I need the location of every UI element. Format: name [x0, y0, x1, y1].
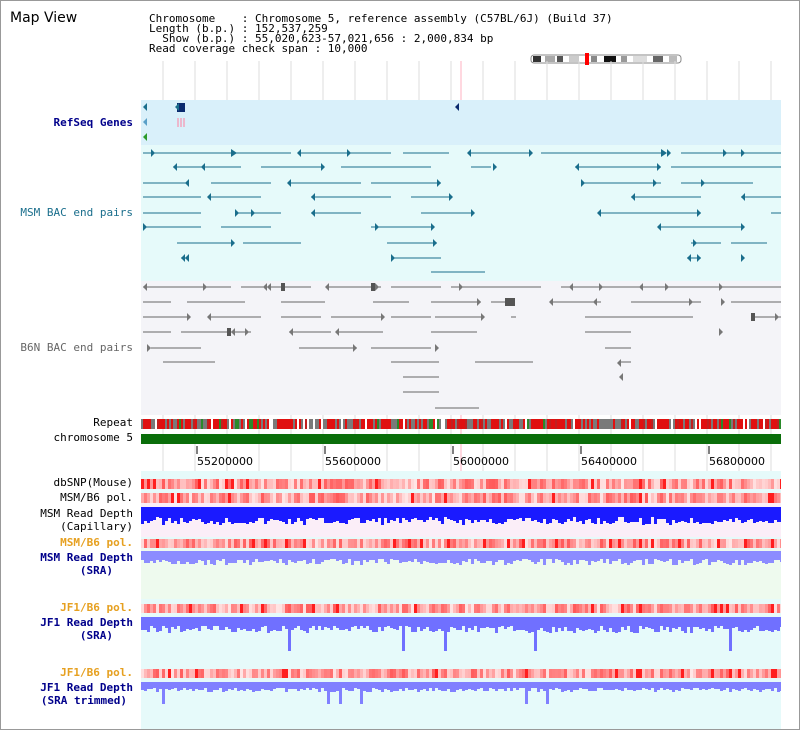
- jf1-b6-pol-track-2[interactable]: [141, 669, 781, 678]
- msm-depth-capillary-track[interactable]: [141, 507, 781, 525]
- msm-b6-pol-track-2[interactable]: [141, 539, 781, 548]
- jf1-b6-pol-strip-2: [141, 669, 781, 678]
- coverage-span-info: Read coverage check span : 10,000: [149, 42, 368, 55]
- jf1-depth-sra-track[interactable]: [141, 617, 781, 651]
- repeat-track[interactable]: [141, 419, 781, 429]
- label-jf1-b6-pol-2[interactable]: JF1/B6 pol.: [60, 666, 133, 679]
- chromosome-bar: [141, 434, 781, 444]
- label-msm-b6-pol-2[interactable]: MSM/B6 pol.: [60, 536, 133, 549]
- label-jf1-depth-sra-sub: (SRA): [79, 629, 113, 642]
- label-refseq-genes[interactable]: RefSeq Genes: [53, 116, 133, 129]
- msm-depth-sra-bars: [141, 551, 781, 565]
- label-msm-depth-capillary[interactable]: MSM Read Depth: [40, 507, 133, 520]
- msm-depth-sra-track[interactable]: [141, 551, 781, 565]
- msm-b6-pol-track[interactable]: [141, 493, 781, 503]
- label-msm-b6-pol[interactable]: MSM/B6 pol.: [60, 491, 133, 504]
- refseq-features: [143, 103, 459, 141]
- msm-b6-pol-strip-2: [141, 539, 781, 548]
- label-msm-depth-capillary-sub: (Capillary): [60, 520, 133, 533]
- label-jf1-b6-pol[interactable]: JF1/B6 pol.: [60, 601, 133, 614]
- msm-bac-track-band[interactable]: [141, 145, 781, 281]
- show-range-info: Show (b.p.) : 55,020,623-57,021,656 : 2,…: [149, 32, 494, 45]
- label-msm-bac[interactable]: MSM BAC end pairs: [20, 206, 133, 219]
- label-repeat: Repeat: [93, 416, 133, 429]
- jf1-b6-pol-strip: [141, 604, 781, 613]
- axis-tick-label: 55600000: [325, 455, 381, 468]
- jf1-depth-trimmed-bars: [141, 682, 781, 704]
- page-title: Map View: [10, 10, 78, 26]
- label-msm-depth-sra-sub: (SRA): [79, 564, 113, 577]
- axis-tick-label: 55200000: [197, 455, 253, 468]
- label-msm-depth-sra[interactable]: MSM Read Depth: [40, 551, 133, 564]
- length-info: Length (b.p.) : 152,537,259: [149, 22, 328, 35]
- label-dbsnp[interactable]: dbSNP(Mouse): [53, 476, 133, 489]
- label-chromosome: chromosome 5: [53, 431, 133, 444]
- axis-tick-label: 56000000: [453, 455, 509, 468]
- jf1-depth-sra-bars: [141, 617, 781, 651]
- label-b6n-bac[interactable]: B6N BAC end pairs: [20, 341, 133, 354]
- ideogram-position-marker: [585, 53, 589, 65]
- chromosome-ideogram[interactable]: [529, 53, 685, 65]
- label-jf1-depth-trimmed-sub: (SRA trimmed): [40, 694, 127, 707]
- repeat-bars: [141, 419, 781, 429]
- axis-ticks: [196, 446, 710, 454]
- chromosome-info: Chromosome : Chromosome 5, reference ass…: [149, 12, 613, 25]
- label-jf1-depth-trimmed[interactable]: JF1 Read Depth: [40, 681, 133, 694]
- msm-depth-capillary-bars: [141, 507, 781, 525]
- axis-tick-label: 56800000: [709, 455, 765, 468]
- msm-b6-pol-strip: [141, 493, 781, 503]
- jf1-depth-trimmed-track[interactable]: [141, 682, 781, 704]
- b6n-bac-features: [143, 283, 781, 409]
- dbsnp-track[interactable]: [141, 479, 781, 489]
- refseq-track-band[interactable]: [141, 100, 781, 145]
- jf1-b6-pol-track[interactable]: [141, 604, 781, 613]
- axis-tick-label: 56400000: [581, 455, 637, 468]
- label-jf1-depth-sra[interactable]: JF1 Read Depth: [40, 616, 133, 629]
- msm-bac-features: [143, 149, 781, 273]
- b6n-bac-track-band[interactable]: [141, 281, 781, 415]
- dbsnp-strip: [141, 479, 781, 489]
